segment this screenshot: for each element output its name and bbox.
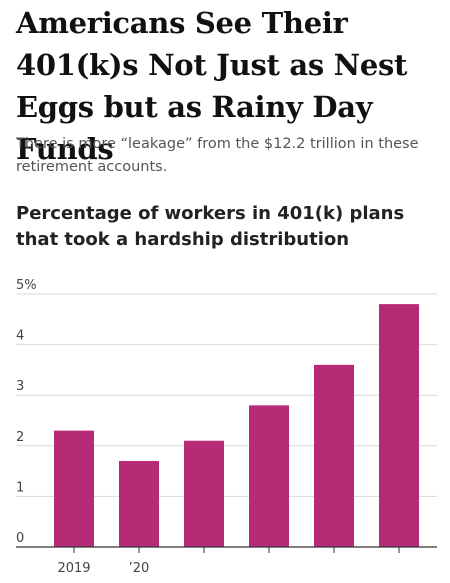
- y-tick-label: 0: [16, 531, 24, 546]
- bar: [249, 405, 289, 547]
- bar: [379, 304, 419, 547]
- y-tick-label: 5%: [16, 278, 37, 293]
- bar: [314, 364, 354, 547]
- y-tick-label: 2: [16, 430, 24, 445]
- bar: [184, 440, 224, 547]
- chart-title: Percentage of workers in 401(k) plans th…: [16, 203, 405, 250]
- y-tick-label: 3: [16, 379, 24, 394]
- x-tick-label: ’20: [129, 561, 150, 576]
- x-tick-label: 2019: [57, 561, 90, 576]
- y-tick-label: 4: [16, 329, 24, 344]
- subheadline: There is more “leakage” from the $12.2 t…: [16, 136, 419, 175]
- bar: [54, 430, 94, 547]
- headline: Americans See Their 401(k)s Not Just as …: [16, 6, 408, 166]
- y-tick-label: 1: [16, 480, 24, 495]
- bar: [119, 460, 159, 547]
